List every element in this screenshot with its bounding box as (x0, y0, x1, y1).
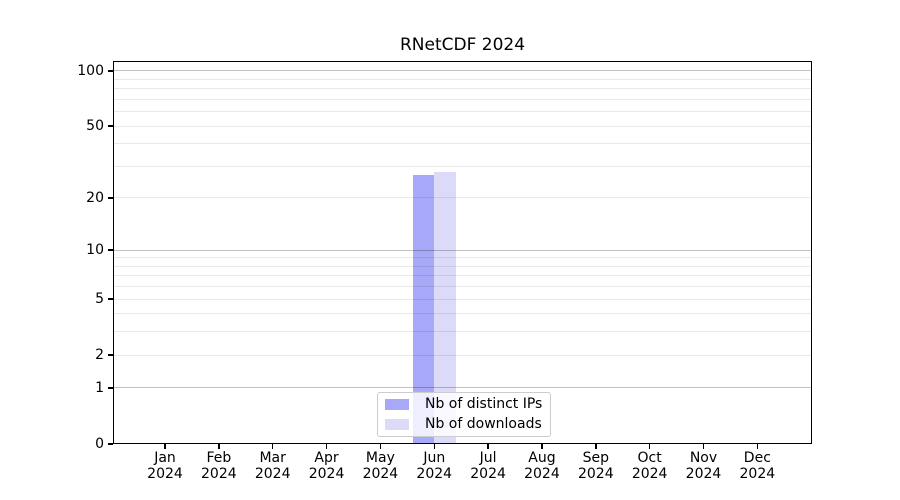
x-tick-mark (271, 444, 274, 449)
minor-gridline (113, 354, 812, 356)
major-gridline (113, 70, 812, 72)
y-tick-mark (108, 387, 113, 389)
x-tick-label: Apr 2024 (308, 450, 345, 482)
y-tick-mark (108, 197, 113, 199)
x-tick-label: Jun 2024 (416, 450, 453, 482)
x-tick-mark (379, 444, 382, 449)
y-tick-mark (108, 443, 113, 445)
legend-item-distinct-ips: Nb of distinct IPs (385, 395, 542, 415)
minor-gridline (113, 286, 812, 288)
x-tick-label: Aug 2024 (524, 450, 560, 482)
x-tick-mark (702, 444, 705, 449)
y-tick-mark (108, 298, 113, 300)
x-tick-label: May 2024 (362, 450, 399, 482)
x-tick-mark (218, 444, 220, 449)
minor-gridline (113, 275, 812, 277)
minor-gridline (113, 78, 812, 80)
x-tick-label: Sep 2024 (577, 450, 614, 482)
x-tick-mark (164, 444, 166, 449)
legend-item-downloads: Nb of downloads (385, 415, 542, 435)
x-tick-mark (433, 444, 435, 449)
x-tick-label: Feb 2024 (201, 450, 237, 482)
legend-label-distinct-ips: Nb of distinct IPs (425, 396, 543, 413)
x-tick-mark (595, 444, 597, 449)
minor-gridline (113, 197, 812, 199)
y-tick-mark (108, 354, 113, 356)
x-tick-mark (756, 444, 759, 449)
legend: Nb of distinct IPs Nb of downloads (377, 392, 552, 437)
major-gridline (113, 387, 812, 389)
x-tick-label: Mar 2024 (254, 450, 291, 482)
y-tick-mark (108, 70, 113, 72)
plot-area (113, 61, 812, 444)
minor-gridline (113, 298, 812, 300)
bar-jun-1 (434, 171, 456, 444)
major-gridline (113, 249, 812, 251)
x-tick-label: Dec 2024 (739, 450, 776, 482)
y-tick-mark (108, 125, 113, 127)
x-tick-mark (487, 444, 489, 449)
minor-gridline (113, 125, 812, 127)
legend-label-downloads: Nb of downloads (425, 415, 542, 432)
x-tick-label: Jul 2024 (470, 450, 506, 482)
x-tick-mark (648, 444, 651, 449)
y-tick-label: 0 (95, 436, 104, 452)
minor-gridline (113, 143, 812, 145)
x-tick-mark (325, 444, 328, 449)
minor-gridline (113, 257, 812, 259)
y-tick-mark (108, 249, 113, 251)
bar-jun-0 (412, 174, 435, 444)
y-tick-label: 2 (95, 347, 104, 364)
legend-swatch-distinct-ips (385, 399, 409, 411)
minor-gridline (113, 88, 812, 90)
minor-gridline (113, 165, 812, 167)
minor-gridline (113, 265, 812, 267)
chart-title: RNetCDF 2024 (399, 35, 526, 55)
x-tick-mark (541, 444, 543, 449)
legend-swatch-downloads (385, 418, 409, 430)
y-tick-label: 5 (95, 291, 104, 308)
minor-gridline (113, 331, 812, 333)
y-tick-label: 100 (77, 62, 104, 79)
minor-gridline (113, 111, 812, 113)
y-tick-label: 50 (86, 118, 104, 135)
y-tick-label: 1 (95, 379, 104, 396)
y-tick-label: 20 (86, 189, 104, 206)
x-tick-label: Oct 2024 (631, 450, 668, 482)
minor-gridline (113, 313, 812, 315)
x-tick-label: Jan 2024 (147, 450, 183, 482)
x-tick-label: Nov 2024 (685, 450, 722, 482)
minor-gridline (113, 98, 812, 100)
y-tick-label: 10 (86, 242, 104, 259)
